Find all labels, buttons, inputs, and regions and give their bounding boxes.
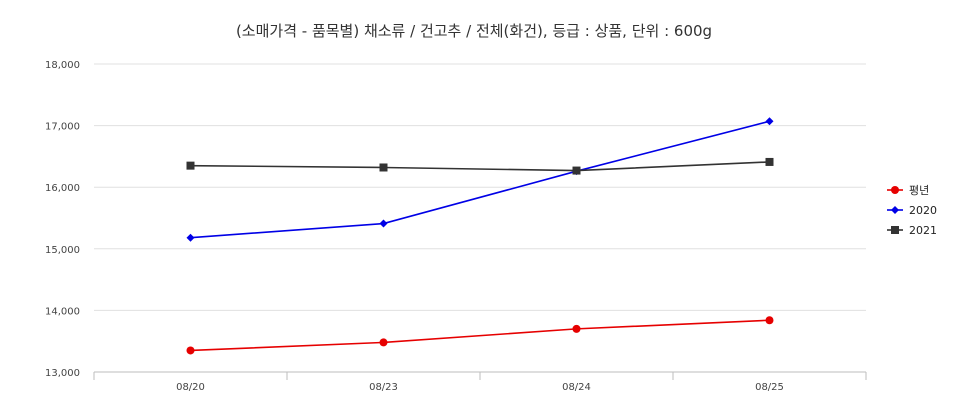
- axes: 13,000 14,000 15,000 16,000 17,000 18,000 08/2…: [45, 60, 867, 393]
- x-tick-label: 08/24: [562, 382, 591, 393]
- legend-item[interactable]: 2021: [887, 224, 937, 237]
- series-평년: [186, 316, 774, 355]
- data-point: [186, 161, 195, 170]
- series-2021: [186, 157, 774, 175]
- legend-item[interactable]: 평년: [887, 184, 929, 197]
- x-tick-label: 08/20: [176, 382, 205, 393]
- chart-title: (소매가격 - 품목별) 채소류 / 건고추 / 전체(화건), 등급 : 상품…: [236, 22, 712, 40]
- series-2020: [186, 117, 774, 242]
- series-line: [190, 120, 770, 239]
- legend: 평년 2020 2021: [887, 184, 937, 237]
- data-point: [765, 117, 774, 126]
- x-tick-label: 08/23: [369, 382, 398, 393]
- y-tick-label: 17,000: [45, 122, 80, 133]
- y-tick-label: 13,000: [45, 368, 80, 379]
- legend-marker: [891, 226, 899, 234]
- legend-label: 2021: [909, 224, 937, 237]
- data-point: [186, 346, 195, 355]
- data-point: [765, 157, 774, 166]
- data-point: [379, 219, 388, 228]
- series-group: [186, 117, 774, 355]
- series-line: [190, 319, 770, 352]
- y-tick-label: 18,000: [45, 60, 80, 71]
- y-tick-label: 15,000: [45, 245, 80, 256]
- grid-lines: [94, 63, 866, 311]
- y-tick-label: 16,000: [45, 183, 80, 194]
- legend-marker: [891, 186, 899, 194]
- data-point: [379, 338, 388, 347]
- data-point: [765, 316, 774, 325]
- legend-label: 2020: [909, 204, 937, 217]
- y-tick-label: 14,000: [45, 306, 80, 317]
- x-tick-label: 08/25: [755, 382, 784, 393]
- legend-item[interactable]: 2020: [887, 204, 937, 217]
- legend-marker: [891, 206, 899, 214]
- series-line: [190, 161, 770, 172]
- data-point: [572, 324, 581, 333]
- data-point: [186, 233, 195, 242]
- legend-label: 평년: [909, 184, 929, 197]
- data-point: [572, 166, 581, 175]
- data-point: [379, 163, 388, 172]
